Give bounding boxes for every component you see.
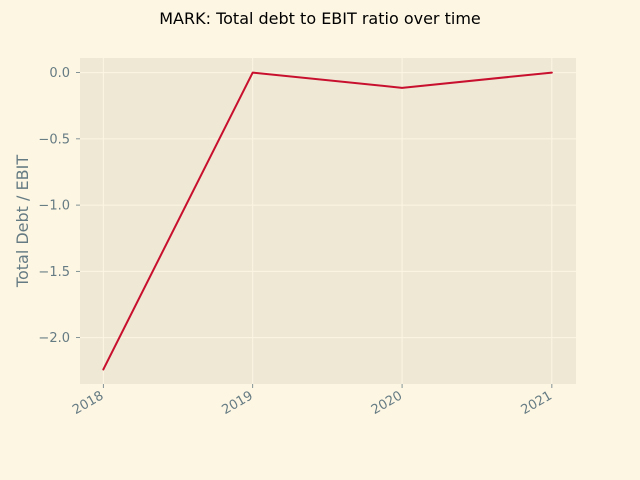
- y-tick-label: −2.0: [38, 331, 70, 346]
- x-tick-label: 2020: [369, 388, 405, 418]
- series-line: [102, 71, 553, 371]
- series-layer: [102, 71, 553, 371]
- grid: [80, 58, 576, 384]
- chart-title: MARK: Total debt to EBIT ratio over time: [159, 9, 481, 28]
- x-tick-label: 2019: [220, 388, 256, 418]
- x-tick-label: 2018: [70, 388, 106, 418]
- y-tick-label: 0.0: [49, 66, 70, 81]
- y-tick-label: −1.5: [38, 265, 70, 280]
- y-tick-label: −0.5: [38, 132, 70, 147]
- y-axis-label: Total Debt / EBIT: [13, 155, 32, 288]
- y-tick-label: −1.0: [38, 199, 70, 214]
- x-tick-label: 2021: [519, 388, 555, 418]
- plot-background: [80, 58, 576, 384]
